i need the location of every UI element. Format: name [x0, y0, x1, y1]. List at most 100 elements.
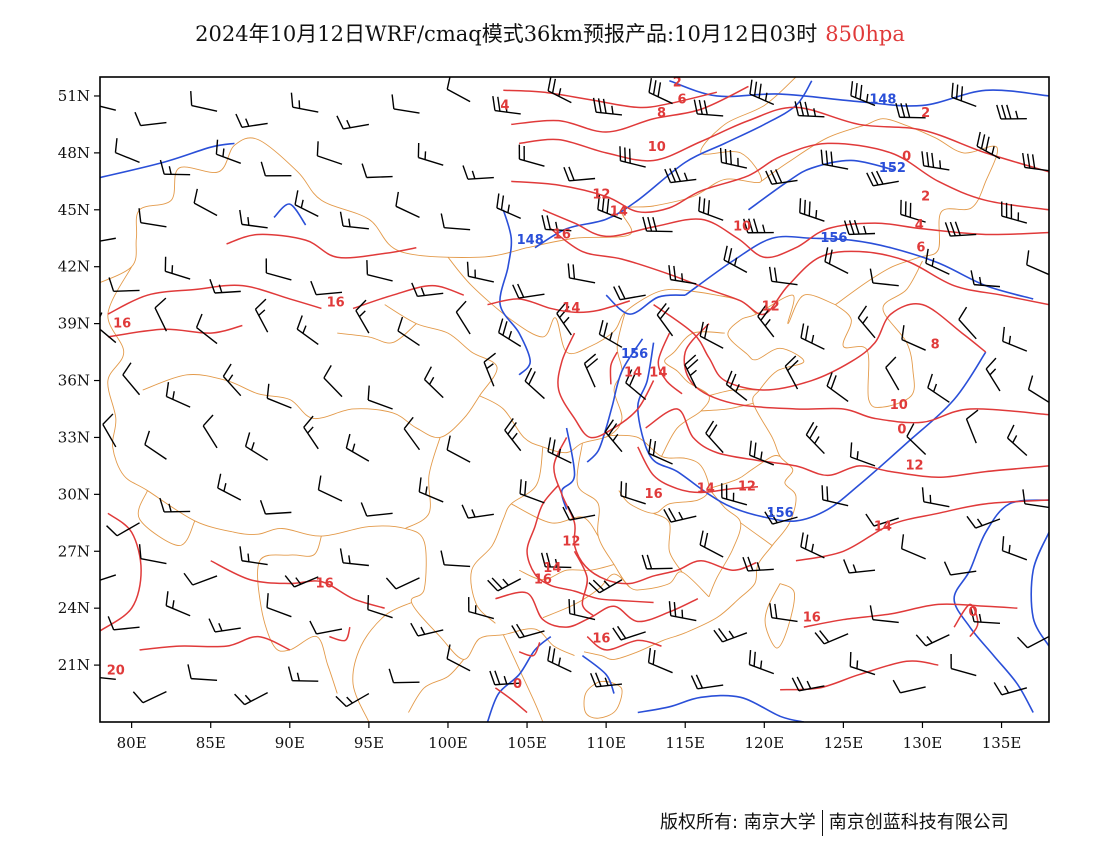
wind-barb: [202, 414, 218, 449]
wind-barb: [664, 167, 697, 184]
wind-barb: [284, 575, 319, 588]
wind-barb: [403, 416, 421, 451]
y-tick-label: 24N: [58, 599, 90, 617]
wind-barb: [892, 679, 926, 694]
boundary-line: [257, 535, 338, 694]
temperature-contour-label: 8: [931, 337, 940, 352]
wind-barb: [547, 77, 572, 104]
wind-barb: [604, 419, 623, 453]
boundary-line: [142, 304, 498, 439]
wind-barb: [970, 270, 1001, 288]
boundary-line: [583, 680, 623, 719]
wind-barb: [462, 165, 494, 180]
wind-barb: [1026, 250, 1049, 276]
temperature-contour-label: 16: [534, 573, 552, 588]
wind-barb: [138, 544, 167, 565]
boundary-line: [479, 312, 626, 454]
wind-barb: [985, 357, 1001, 392]
wind-barb: [597, 194, 623, 220]
temperature-contour-label: 4: [500, 98, 509, 113]
wind-barb: [102, 413, 117, 448]
wind-barb: [970, 607, 1001, 625]
wind-barb: [159, 159, 191, 176]
wind-barb: [107, 616, 140, 631]
wind-barb: [209, 279, 241, 294]
wind-barb: [222, 363, 242, 397]
wind-barb: [317, 475, 343, 502]
temperature-contour-label: 14: [874, 519, 892, 534]
boundary-line: [518, 564, 615, 581]
temperature-contour-line: [487, 298, 631, 314]
wind-barb: [901, 325, 926, 351]
temperature-contour-label: 0: [902, 149, 911, 164]
wind-barb: [800, 323, 825, 350]
x-tick-label: 125E: [824, 734, 864, 752]
temperature-contour-line: [683, 323, 1049, 424]
wind-barb: [768, 266, 798, 286]
wind-barb: [266, 593, 292, 618]
wind-barb: [556, 301, 572, 336]
wind-barb: [866, 170, 899, 187]
wind-barb: [850, 81, 876, 107]
height-contour-label: 156: [820, 231, 847, 246]
wind-barb: [562, 505, 596, 521]
temperature-contour-line: [139, 635, 291, 651]
wind-barb: [391, 94, 420, 114]
temperature-contours: [100, 85, 1049, 714]
wind-barb: [397, 316, 420, 347]
boundary-line: [100, 137, 528, 283]
wind-barb: [619, 146, 646, 168]
wind-barb: [784, 355, 799, 390]
temperature-contour-line: [573, 550, 595, 617]
wind-barb: [765, 169, 798, 185]
temperature-contour-label: 12: [738, 480, 756, 495]
temperature-contour-line: [637, 446, 759, 494]
wind-barb: [417, 142, 444, 166]
wind-barb: [749, 79, 775, 106]
wind-barb: [966, 515, 1001, 529]
x-tick-label: 80E: [117, 734, 147, 752]
temperature-contour-line: [526, 484, 654, 604]
wind-barb: [215, 139, 242, 164]
wind-barb: [906, 423, 927, 456]
wind-barb: [821, 485, 849, 507]
boundary-line: [708, 454, 781, 490]
wind-barb: [254, 298, 269, 333]
temperature-contour-label: 6: [678, 93, 687, 108]
wind-barb: [461, 504, 494, 519]
wind-barb: [367, 385, 393, 410]
wind-barb: [719, 147, 748, 169]
wind-barb: [100, 676, 116, 681]
wind-barb: [134, 111, 167, 127]
wind-barb: [519, 479, 545, 504]
boundary-line: [470, 446, 544, 624]
x-tick-label: 115E: [665, 734, 705, 752]
wind-barb: [648, 78, 673, 105]
wind-barb: [244, 432, 269, 461]
wind-barb: [944, 221, 977, 237]
wind-barb: [800, 532, 825, 559]
country-boundaries: [100, 77, 999, 722]
temperature-contour-line: [495, 591, 699, 628]
temperature-contour-line: [795, 499, 1049, 562]
wind-barb: [355, 299, 370, 334]
wind-barb: [869, 605, 899, 624]
temperature-contour-label: 12: [762, 299, 780, 314]
height-contour-line: [586, 338, 644, 463]
copyright-company: 南京创蓝科技有限公司: [828, 812, 1009, 833]
wind-barb: [857, 305, 876, 339]
temperature-contour-label: 14: [624, 366, 642, 381]
wind-barb: [235, 113, 268, 128]
temperature-contour-label: 14: [697, 481, 715, 496]
wind-barb: [849, 442, 876, 467]
wind-barb: [418, 477, 444, 503]
wind-barb: [310, 280, 343, 296]
temperature-contour-line: [953, 603, 979, 638]
wind-barb: [547, 646, 572, 673]
boundary-line: [835, 118, 999, 306]
wind-barb: [395, 191, 420, 219]
temperature-contour-label: 16: [327, 296, 345, 311]
temperature-contour-line: [329, 626, 351, 642]
temperature-contour-line: [107, 324, 243, 338]
wind-barb: [360, 502, 393, 517]
